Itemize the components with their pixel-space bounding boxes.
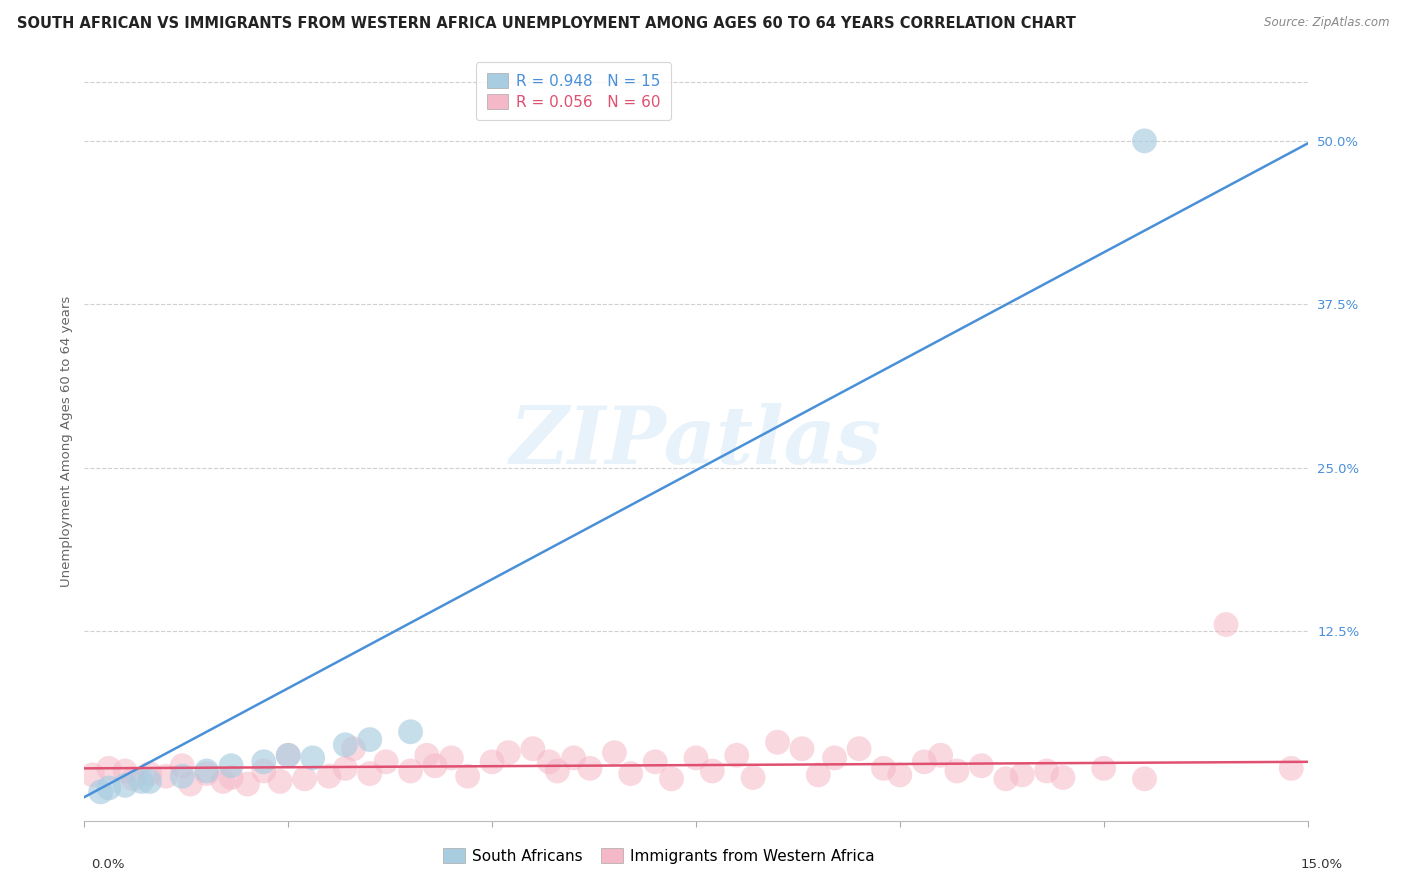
Point	[179, 777, 201, 791]
Legend: South Africans, Immigrants from Western Africa: South Africans, Immigrants from Western …	[437, 842, 882, 870]
Point	[872, 761, 894, 775]
Point	[97, 761, 120, 775]
Point	[172, 769, 194, 783]
Point	[790, 741, 813, 756]
Point	[1279, 761, 1302, 775]
Point	[620, 766, 643, 780]
Point	[342, 741, 364, 756]
Point	[522, 741, 544, 756]
Point	[1133, 772, 1156, 786]
Point	[824, 751, 846, 765]
Point	[912, 755, 935, 769]
Point	[1215, 617, 1237, 632]
Point	[848, 741, 870, 756]
Point	[122, 772, 145, 786]
Point	[423, 758, 446, 772]
Point	[114, 764, 136, 778]
Point	[359, 766, 381, 780]
Point	[212, 774, 235, 789]
Point	[335, 761, 357, 775]
Point	[457, 769, 479, 783]
Point	[1011, 768, 1033, 782]
Point	[742, 771, 765, 785]
Point	[269, 774, 291, 789]
Point	[946, 764, 969, 778]
Point	[90, 785, 112, 799]
Point	[294, 772, 316, 786]
Text: SOUTH AFRICAN VS IMMIGRANTS FROM WESTERN AFRICA UNEMPLOYMENT AMONG AGES 60 TO 64: SOUTH AFRICAN VS IMMIGRANTS FROM WESTERN…	[17, 16, 1076, 31]
Point	[399, 724, 422, 739]
Point	[131, 774, 153, 789]
Point	[301, 751, 323, 765]
Point	[1092, 761, 1115, 775]
Point	[766, 735, 789, 749]
Point	[82, 768, 104, 782]
Point	[138, 774, 160, 789]
Point	[685, 751, 707, 765]
Point	[335, 738, 357, 752]
Point	[236, 777, 259, 791]
Text: ZIPatlas: ZIPatlas	[510, 403, 882, 480]
Point	[807, 768, 830, 782]
Point	[725, 748, 748, 763]
Point	[970, 758, 993, 772]
Point	[1133, 134, 1156, 148]
Y-axis label: Unemployment Among Ages 60 to 64 years: Unemployment Among Ages 60 to 64 years	[60, 296, 73, 587]
Point	[114, 778, 136, 792]
Point	[1052, 771, 1074, 785]
Point	[579, 761, 602, 775]
Point	[172, 758, 194, 772]
Point	[359, 732, 381, 747]
Point	[195, 766, 218, 780]
Point	[195, 764, 218, 778]
Point	[538, 755, 561, 769]
Text: Source: ZipAtlas.com: Source: ZipAtlas.com	[1264, 16, 1389, 29]
Point	[416, 748, 439, 763]
Point	[702, 764, 724, 778]
Point	[399, 764, 422, 778]
Point	[138, 766, 160, 780]
Point	[219, 758, 242, 772]
Point	[481, 755, 503, 769]
Point	[318, 769, 340, 783]
Point	[440, 751, 463, 765]
Point	[277, 748, 299, 763]
Point	[375, 755, 398, 769]
Point	[889, 768, 911, 782]
Point	[644, 755, 666, 769]
Point	[253, 764, 276, 778]
Point	[1035, 764, 1057, 778]
Point	[603, 746, 626, 760]
Text: 0.0%: 0.0%	[91, 858, 125, 871]
Point	[661, 772, 683, 786]
Point	[562, 751, 585, 765]
Point	[219, 771, 242, 785]
Point	[155, 769, 177, 783]
Point	[929, 748, 952, 763]
Point	[546, 764, 568, 778]
Point	[253, 755, 276, 769]
Point	[994, 772, 1017, 786]
Point	[277, 748, 299, 763]
Point	[498, 746, 520, 760]
Text: 15.0%: 15.0%	[1301, 858, 1343, 871]
Point	[97, 780, 120, 795]
